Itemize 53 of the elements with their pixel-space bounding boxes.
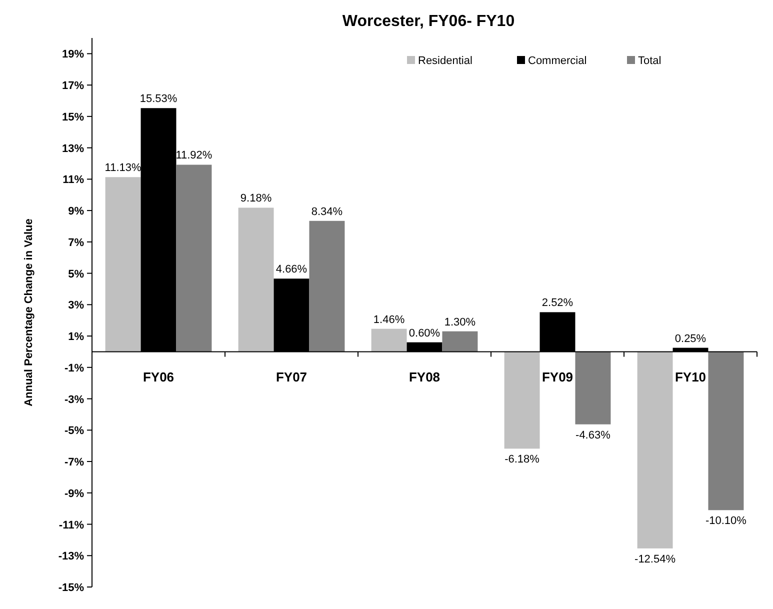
x-tick-label: FY07 <box>276 370 308 385</box>
legend-label: Commercial <box>528 55 587 67</box>
y-tick-label: 5% <box>68 268 84 280</box>
y-tick-label: 9% <box>68 206 84 218</box>
y-tick-label: 3% <box>68 300 84 312</box>
data-label: 0.25% <box>674 332 706 345</box>
x-tick-label: FY06 <box>142 370 174 385</box>
data-label: -12.54% <box>634 553 676 566</box>
data-label: 9.18% <box>240 192 272 205</box>
bar <box>176 164 212 352</box>
bar <box>238 208 274 352</box>
bar <box>442 331 478 352</box>
y-tick-label: 13% <box>62 142 84 155</box>
bar <box>371 328 407 352</box>
data-label: 0.60% <box>408 327 440 340</box>
y-tick-label: 17% <box>62 80 84 92</box>
bar <box>105 177 141 352</box>
data-label: 1.46% <box>373 314 405 326</box>
x-tick-label: FY08 <box>408 370 440 385</box>
data-label: -10.10% <box>705 515 747 528</box>
y-tick-label: -5% <box>64 425 84 438</box>
data-label: -4.63% <box>576 429 611 442</box>
x-tick-label: FY09 <box>542 370 574 385</box>
y-tick-label: 7% <box>68 236 84 249</box>
y-tick-label: 19% <box>62 48 84 61</box>
data-label: 8.34% <box>311 206 343 218</box>
data-label: 4.66% <box>276 264 308 276</box>
data-label: -6.18% <box>504 454 540 466</box>
x-tick-label: FY10 <box>674 370 706 385</box>
y-tick-label: -7% <box>64 456 84 469</box>
y-tick-label: -1% <box>64 362 84 374</box>
bar <box>637 352 673 548</box>
y-tick-label: 15% <box>62 111 84 124</box>
y-tick-label: -3% <box>64 394 84 406</box>
data-label: 11.92% <box>176 150 212 162</box>
y-tick-label: -13% <box>58 550 84 563</box>
y-tick-label: 11% <box>62 174 84 186</box>
bar <box>504 352 540 449</box>
bar <box>309 220 345 352</box>
data-label: 11.13% <box>104 162 142 174</box>
y-axis-title: Annual Percentage Change in Value <box>23 218 35 406</box>
chart-title: Worcester, FY06- FY10 <box>342 13 515 30</box>
data-label: 15.53% <box>140 93 178 106</box>
y-tick-label: 1% <box>68 331 84 344</box>
bar <box>575 352 611 424</box>
data-label: 2.52% <box>542 297 574 310</box>
y-tick-label: -15% <box>58 582 84 594</box>
y-tick-label: -11% <box>58 519 84 532</box>
bar <box>708 352 744 510</box>
data-label: 1.30% <box>444 316 476 328</box>
legend-label: Total <box>638 55 662 67</box>
y-tick-label: -9% <box>64 488 84 500</box>
legend-label: Residential <box>418 55 472 67</box>
